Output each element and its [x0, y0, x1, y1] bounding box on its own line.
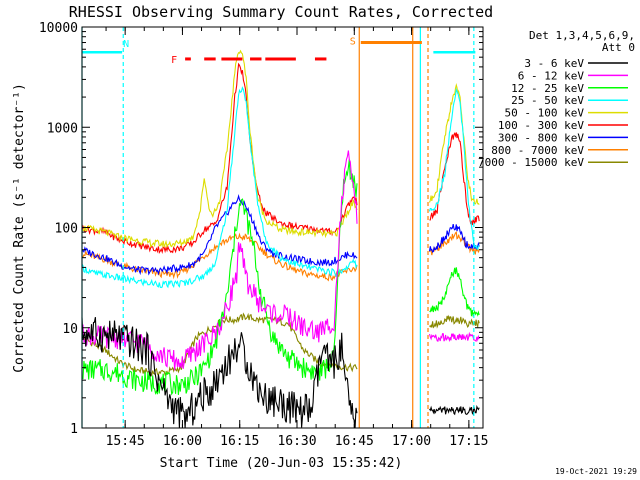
series-line-after-gap-25-50-kev [428, 87, 480, 251]
series-line-25-50-kev [81, 86, 358, 289]
x-tick-label: 16:30 [277, 434, 316, 449]
x-tick-label: 15:45 [106, 434, 145, 449]
series-line-after-gap-50-100-kev [428, 82, 480, 205]
x-axis-label: Start Time (20-Jun-03 15:35:42) [160, 456, 403, 471]
legend-label: 6 - 12 keV [518, 69, 585, 82]
series-line-after-gap-6-12-kev [428, 331, 480, 343]
legend-label: 100 - 300 keV [498, 119, 584, 132]
series-line-after-gap-7000-15000-kev [429, 314, 480, 329]
legend-label: 800 - 7000 keV [491, 144, 584, 157]
series-line-100-300-kev [81, 62, 358, 255]
series-line-after-gap-300-800-kev [428, 223, 480, 253]
night-indicator-label: N [123, 39, 129, 50]
y-axis-label: Corrected Count Rate (s⁻¹ detector⁻¹) [12, 83, 27, 373]
y-tick-label: 1000 [47, 121, 78, 136]
axes: 1 10 100 1000 10000 15:45 16:00 16:15 16:30 16:45… [39, 21, 489, 449]
chart-title: RHESSI Observing Summary Count Rates, Co… [69, 3, 493, 21]
x-tick-label: 16:00 [163, 434, 202, 449]
x-tick-label: 17:15 [449, 434, 488, 449]
saa-indicator-label: S [350, 37, 356, 48]
y-tick-label: 100 [55, 222, 78, 237]
legend-label: 300 - 800 keV [498, 131, 584, 144]
footer-timestamp: 19-Oct-2021 19:29 [555, 467, 637, 476]
legend-header: Att 0 [602, 41, 635, 54]
series-line-3-6-kev [81, 316, 358, 429]
plot-area: N S F [81, 27, 480, 429]
x-tick-label: 16:45 [335, 434, 374, 449]
series-line-300-800-kev [81, 193, 358, 276]
series-line-50-100-kev [81, 49, 358, 249]
x-tick-label: 16:15 [220, 434, 259, 449]
series-line-12-25-kev [81, 159, 358, 396]
legend-label: 7000 - 15000 keV [478, 156, 584, 169]
legend-label: 3 - 6 keV [524, 57, 584, 70]
y-tick-label: 10 [62, 322, 78, 337]
y-tick-label: 1 [70, 422, 78, 437]
legend-label: 12 - 25 keV [511, 82, 584, 95]
x-tick-label: 17:00 [392, 434, 431, 449]
legend-label: 50 - 100 keV [505, 107, 585, 120]
legend-label: 25 - 50 keV [511, 94, 584, 107]
legend-header: Det 1,3,4,5,6,9, [529, 29, 635, 42]
flare-indicator-label: F [171, 55, 177, 66]
series-line-after-gap-100-300-kev [429, 132, 480, 226]
series-line-6-12-kev [81, 150, 358, 371]
series-line-after-gap-12-25-kev [429, 267, 480, 318]
y-tick-label: 10000 [39, 21, 78, 36]
series-line-after-gap-800-7000-kev [429, 231, 480, 256]
series-line-after-gap-3-6-kev [429, 404, 480, 416]
